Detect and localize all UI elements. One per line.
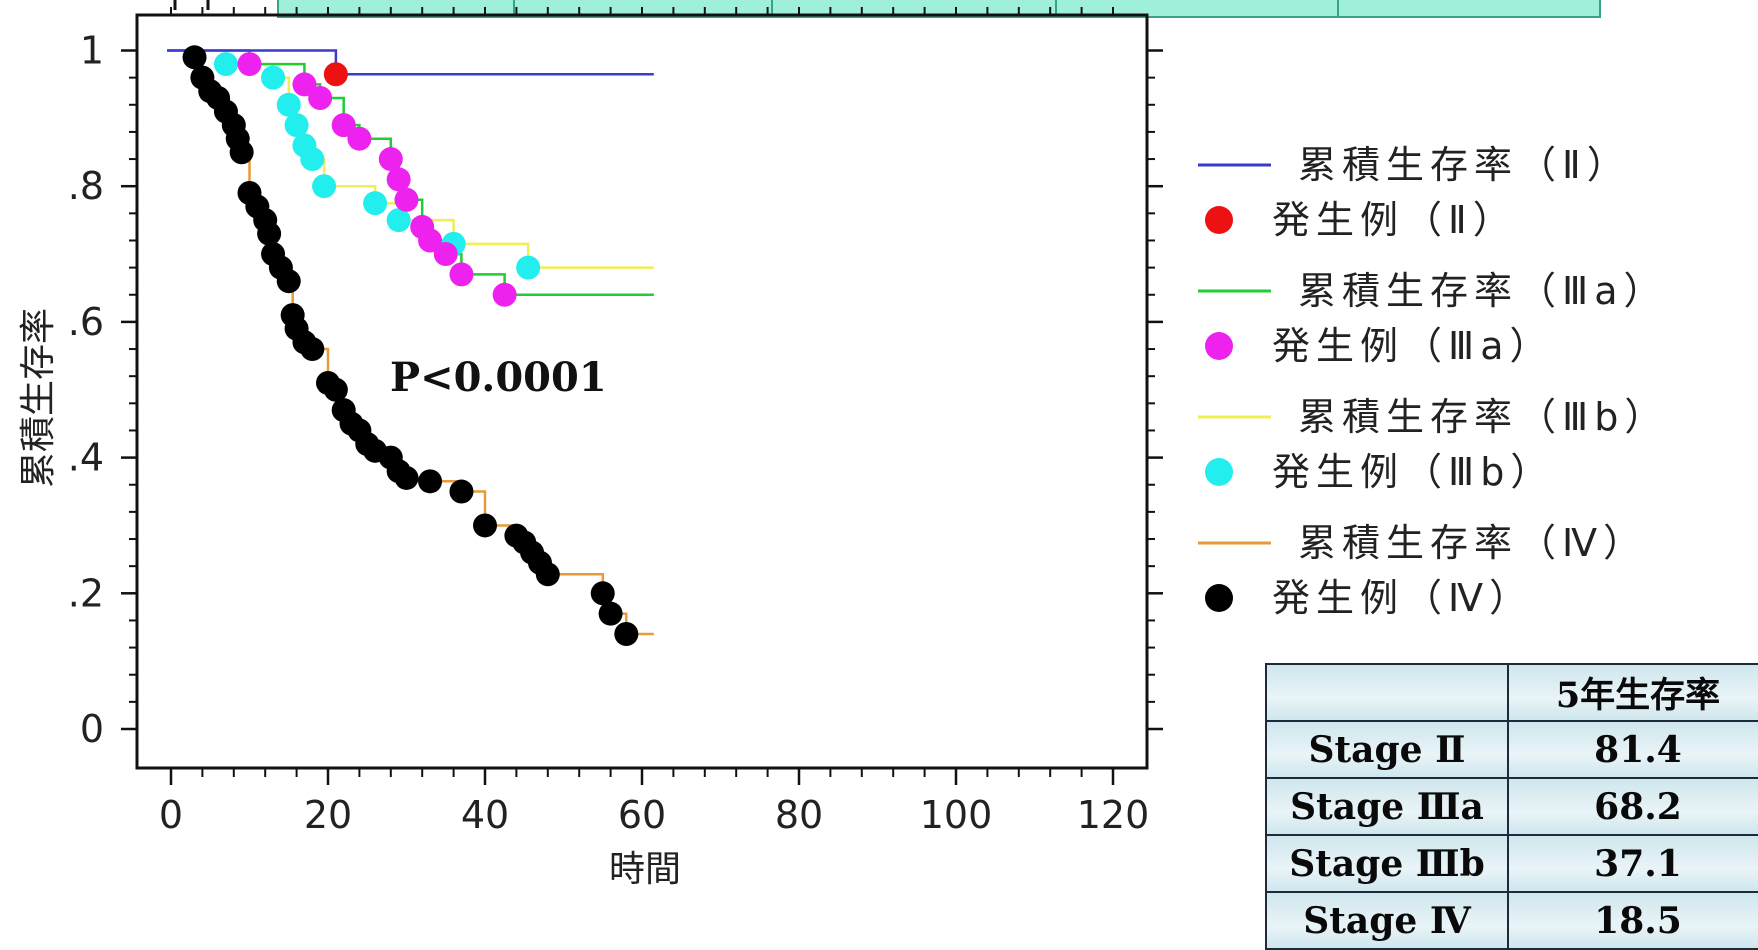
y-tick-label: .2 — [68, 571, 104, 615]
y-tick-label: .6 — [68, 300, 104, 344]
legend-label: 発生例（Ⅱ） — [1272, 198, 1517, 242]
legend-label: 発生例（Ⅲa） — [1272, 324, 1554, 368]
event-marker — [300, 147, 325, 172]
event-marker — [598, 601, 623, 626]
y-axis-title: 累積生存率 — [18, 308, 59, 488]
event-marker — [535, 562, 560, 587]
x-tick-label: 120 — [1077, 793, 1150, 837]
event-marker — [257, 221, 282, 246]
event-marker — [590, 581, 615, 606]
x-tick-label: 100 — [920, 793, 993, 837]
event-marker — [492, 282, 517, 307]
legend-label: 累積生存率（Ⅲa） — [1298, 269, 1668, 313]
x-axis: 0 20 40 60 80 100 120 — [159, 7, 1149, 837]
x-tick-label: 60 — [618, 793, 666, 837]
event-marker — [276, 269, 301, 294]
event-marker — [308, 85, 333, 110]
top-band — [277, 0, 1601, 18]
event-marker — [261, 65, 286, 90]
legend-label: 累積生存率（Ⅲb） — [1298, 395, 1668, 439]
x-tick-label: 80 — [775, 793, 823, 837]
survival-curve-line — [167, 49, 654, 297]
event-marker — [378, 147, 403, 172]
legend-dot-swatch — [1205, 332, 1233, 360]
survival-table: 5年生存率 Stage Ⅱ 81.4 Stage Ⅲa 68.2 Stage Ⅲ… — [1265, 663, 1758, 950]
events-0 — [323, 62, 348, 87]
legend-label: 累積生存率（Ⅳ） — [1298, 521, 1647, 565]
event-marker — [449, 479, 474, 504]
y-tick-label: 0 — [80, 707, 104, 751]
table-cell-rate: 81.4 — [1507, 720, 1758, 779]
table-header-row: 5年生存率 — [1265, 663, 1758, 722]
events-2 — [213, 52, 541, 280]
event-marker — [418, 228, 443, 253]
events-1 — [237, 52, 517, 307]
y-tick-label: .8 — [68, 164, 104, 208]
event-marker — [449, 262, 474, 287]
legend-label: 累積生存率（Ⅱ） — [1298, 143, 1631, 187]
event-marker — [323, 377, 348, 402]
table-cell-stage: Stage Ⅳ — [1265, 891, 1509, 950]
legend-label: 発生例（Ⅲb） — [1272, 450, 1554, 494]
event-marker — [386, 208, 411, 233]
table-cell-stage: Stage Ⅱ — [1265, 720, 1509, 779]
event-marker — [237, 52, 262, 77]
event-marker — [284, 113, 309, 138]
table-cell-rate: 18.5 — [1507, 891, 1758, 950]
event-marker — [394, 187, 419, 212]
table-cell-stage: Stage Ⅲb — [1265, 834, 1509, 893]
table-row: Stage Ⅲa 68.2 — [1265, 777, 1758, 836]
table-cell-stage: Stage Ⅲa — [1265, 777, 1509, 836]
event-marker — [386, 167, 411, 192]
event-marker — [312, 174, 337, 199]
event-marker — [363, 191, 388, 216]
x-tick-label: 40 — [461, 793, 509, 837]
y-axis: 0 .2 .4 .6 .8 1 — [68, 29, 1163, 751]
event-marker — [182, 45, 207, 70]
event-marker — [323, 62, 348, 87]
table-cell-rate: 68.2 — [1507, 777, 1758, 836]
legend-dot-swatch — [1205, 206, 1233, 234]
table-row: Stage Ⅳ 18.5 — [1265, 891, 1758, 950]
y-tick-label: 1 — [80, 29, 104, 73]
event-marker — [473, 513, 497, 538]
event-marker — [516, 255, 541, 280]
table-cell-rate: 37.1 — [1507, 834, 1758, 893]
p-value-annotation: P<0.0001 — [390, 354, 607, 401]
events-3 — [182, 45, 639, 647]
legend-dot-swatch — [1205, 458, 1233, 486]
event-marker — [300, 337, 325, 362]
event-marker — [418, 469, 443, 494]
y-tick-label: .4 — [68, 436, 104, 480]
x-tick-label: 20 — [304, 793, 352, 837]
table-header-stage — [1265, 663, 1509, 722]
event-marker — [331, 113, 356, 138]
event-marker — [347, 126, 372, 151]
legend: 累積生存率（Ⅱ） 発生例（Ⅱ） 累積生存率（Ⅲa） 発生例（Ⅲa） 累積生存率（Ⅲb） 発… — [1198, 143, 1668, 620]
event-marker — [292, 72, 317, 97]
x-tick-label: 0 — [159, 793, 183, 837]
event-marker — [213, 52, 238, 77]
series-1 — [167, 49, 654, 297]
legend-dot-swatch — [1205, 584, 1233, 612]
event-marker — [276, 92, 301, 117]
event-marker — [433, 242, 458, 267]
table-row: Stage Ⅱ 81.4 — [1265, 720, 1758, 779]
event-marker — [229, 140, 254, 165]
event-marker — [614, 622, 639, 647]
legend-label: 発生例（Ⅳ） — [1272, 576, 1533, 620]
x-axis-title: 時間 — [609, 849, 681, 890]
event-marker — [394, 465, 419, 490]
table-header-rate: 5年生存率 — [1507, 663, 1758, 722]
table-row: Stage Ⅲb 37.1 — [1265, 834, 1758, 893]
